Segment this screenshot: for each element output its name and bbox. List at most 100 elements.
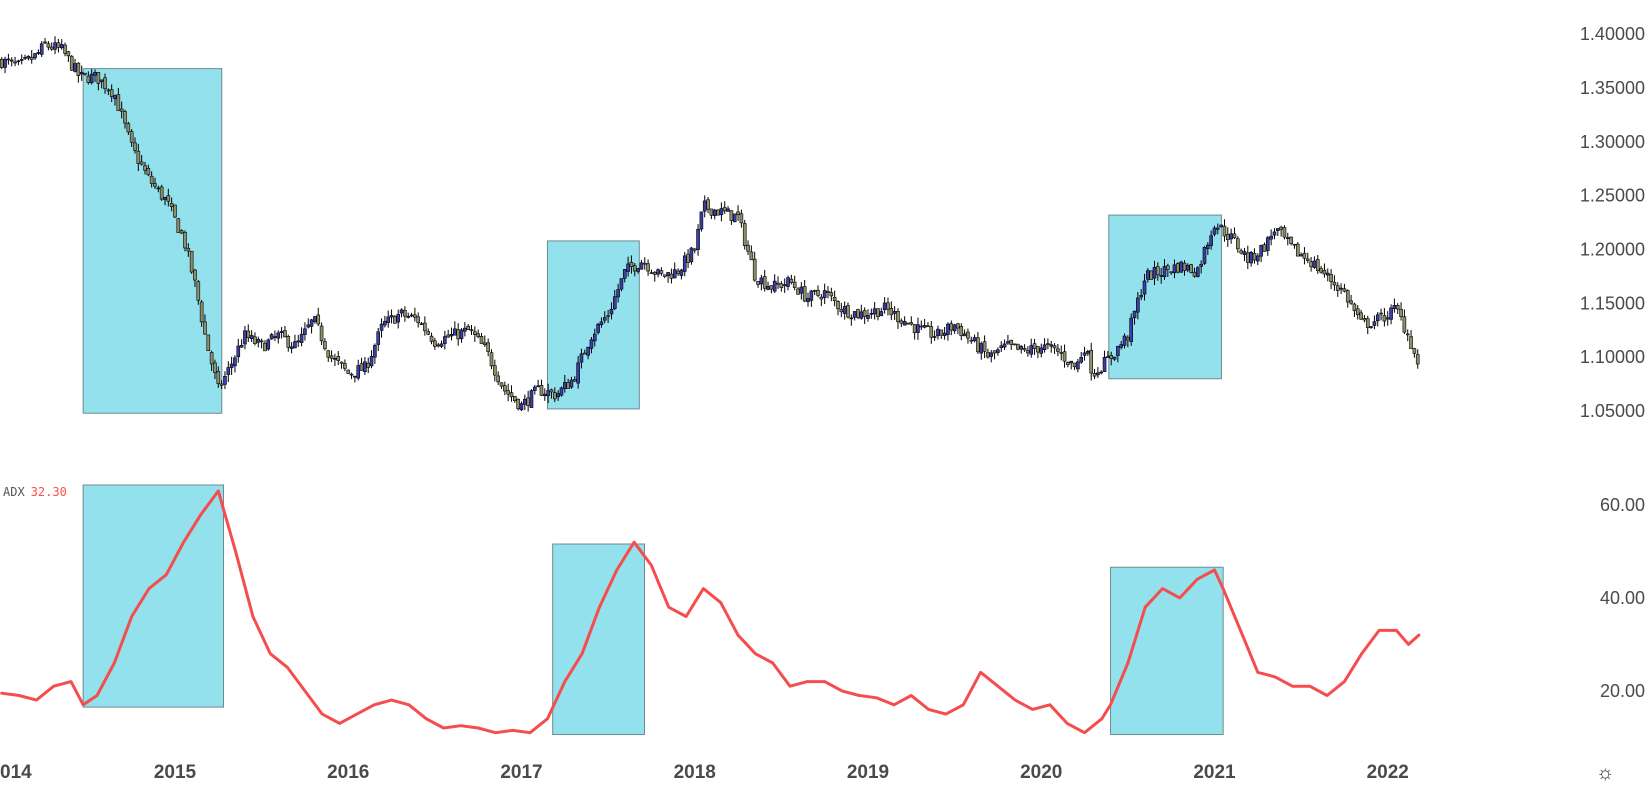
candle-body: [732, 213, 737, 223]
candle-body: [233, 357, 237, 367]
candle-body: [782, 284, 787, 287]
candle-body: [1206, 244, 1210, 249]
candle-body: [1149, 270, 1153, 280]
candle-body: [46, 43, 51, 48]
candle-body: [1139, 294, 1143, 298]
candle-body: [1059, 352, 1064, 354]
candle-body: [149, 175, 154, 184]
candle-body: [339, 361, 344, 364]
candle-body: [1389, 307, 1393, 320]
candle-body: [496, 375, 500, 383]
candle-body: [209, 352, 214, 365]
adx-legend-value: 32.30: [30, 485, 67, 499]
candle-body: [626, 263, 630, 272]
candle-body: [449, 333, 454, 337]
candle-body: [186, 247, 191, 252]
candle-body: [536, 385, 540, 388]
candle-body: [679, 269, 684, 276]
candle-body: [636, 268, 640, 272]
candle-body: [343, 363, 347, 369]
candle-body: [612, 296, 617, 309]
candle-body: [1186, 265, 1190, 271]
candle-body: [699, 211, 704, 230]
adx-highlight-zones: [82, 484, 1224, 736]
candle-body: [133, 142, 137, 151]
candle-body: [882, 302, 887, 311]
candle-body: [772, 280, 777, 292]
candle-body: [862, 310, 867, 317]
adx-legend[interactable]: ADX 32.30: [3, 485, 67, 499]
candle-body: [979, 343, 984, 354]
candle-body: [353, 375, 357, 378]
gear-icon[interactable]: ☼: [1596, 762, 1615, 784]
candle-body: [69, 55, 74, 71]
candle-body: [1392, 305, 1397, 309]
candle-body: [916, 324, 920, 333]
candle-body: [1232, 233, 1237, 239]
candle-body: [119, 108, 124, 112]
candle-body: [53, 42, 57, 50]
candle-body: [1002, 343, 1007, 348]
candle-body: [649, 272, 654, 275]
candle-body: [942, 332, 947, 336]
candle-body: [333, 358, 337, 360]
candle-body: [709, 208, 714, 216]
candle-body: [1362, 318, 1367, 321]
candle-body: [879, 311, 884, 317]
candle-body: [163, 197, 167, 200]
candle-body: [1299, 254, 1303, 257]
candle-body: [243, 330, 247, 345]
time-axis: 014 2015 2016 2017 2018 2019 2020 2021 2022: [0, 762, 1409, 783]
candle-body: [632, 265, 637, 272]
candle-body: [389, 315, 394, 318]
candle-body: [1246, 252, 1250, 263]
candle-body: [796, 288, 800, 295]
candle-body: [463, 327, 467, 332]
candle-body: [246, 330, 251, 339]
candle-body: [1182, 262, 1187, 271]
candle-body: [516, 398, 520, 409]
candle-body: [329, 355, 334, 359]
candle-body: [83, 72, 87, 75]
candle-body: [672, 269, 677, 279]
candle-body: [86, 75, 91, 84]
candle-body: [219, 383, 224, 386]
candle-body: [309, 319, 314, 327]
candle-body: [316, 314, 321, 325]
candle-body: [1242, 251, 1247, 255]
candle-body: [13, 61, 17, 64]
candle-body: [1036, 346, 1040, 353]
candle-body: [103, 77, 107, 90]
candle-body: [436, 344, 440, 347]
candle-body: [229, 363, 234, 368]
candle-body: [1302, 252, 1307, 259]
candle-body: [419, 323, 424, 325]
candle-body: [1146, 270, 1150, 280]
candle-body: [383, 320, 387, 326]
candle-body: [559, 387, 564, 396]
price-highlight-zone: [82, 68, 223, 414]
price-tick-label: 1.30000: [1580, 132, 1645, 152]
candle-body: [779, 283, 784, 289]
candle-body: [9, 59, 14, 62]
candle-body: [226, 367, 231, 375]
candle-body: [1332, 281, 1337, 286]
adx-line: [0, 489, 1421, 735]
time-tick-label: 2020: [1020, 762, 1062, 783]
price-tick-label: 1.10000: [1580, 347, 1645, 367]
candle-body: [1029, 345, 1034, 355]
candle-body: [539, 385, 544, 396]
candle-body: [642, 262, 647, 265]
candle-body: [836, 301, 840, 310]
candle-body: [1402, 316, 1407, 333]
candle-body: [1322, 269, 1327, 275]
candle-body: [1089, 350, 1094, 374]
candle-body: [786, 277, 790, 287]
candle-body: [1229, 233, 1233, 240]
candle-body: [1112, 356, 1117, 360]
candle-body: [199, 301, 204, 323]
candle-body: [866, 315, 870, 319]
candle-body: [1315, 259, 1320, 271]
candle-body: [692, 248, 697, 251]
